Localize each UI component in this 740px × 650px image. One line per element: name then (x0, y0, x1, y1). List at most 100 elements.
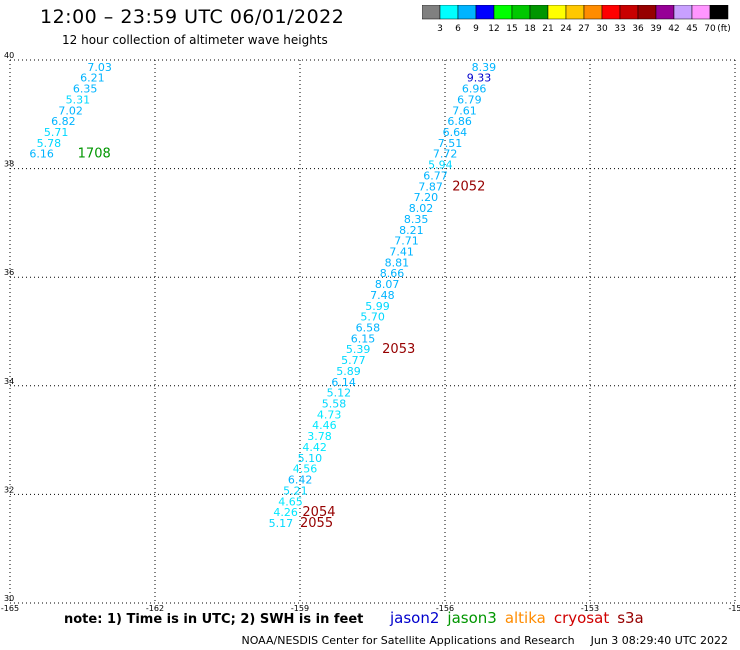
wave-height-point: 4.65 (278, 495, 303, 508)
units-note: note: 1) Time is in UTC; 2) SWH is in fe… (64, 612, 364, 627)
wave-height-point: 5.94 (428, 159, 453, 172)
wave-height-point: 4.42 (302, 441, 327, 454)
wave-height-point: 6.64 (443, 126, 468, 139)
wave-height-point: 7.02 (58, 104, 82, 117)
wave-height-point: 8.35 (404, 213, 429, 226)
wave-height-point: 6.21 (80, 72, 105, 85)
wave-height-point: 6.42 (288, 474, 313, 487)
wave-height-point: 7.71 (394, 235, 419, 248)
y-tick-label: 30 (4, 594, 14, 603)
wave-height-point: 6.86 (447, 115, 472, 128)
wave-height-point: 8.39 (472, 61, 497, 74)
wave-height-point: 7.87 (418, 180, 443, 193)
wave-height-point: 7.72 (433, 148, 458, 161)
colorbar-label: 15 (506, 24, 517, 34)
wave-height-point: 8.07 (375, 278, 400, 291)
wave-height-point: 8.81 (385, 256, 410, 269)
x-tick-label: -15 (728, 604, 740, 613)
colorbar-label: 6 (455, 24, 461, 34)
satellite-legend: jason2 jason3 altika cryosat s3a (390, 609, 652, 627)
y-tick-label: 36 (4, 268, 14, 277)
colorbar-label: 24 (560, 24, 572, 34)
wave-height-point: 6.96 (462, 83, 487, 96)
wave-height-colorbar: 3 6 9 12 15 18 21 24 27 30 33 36 39 42 45 70 (ft) (422, 5, 731, 34)
wave-height-point: 7.61 (452, 104, 477, 117)
pass-time-label: 2054 (302, 505, 335, 520)
wave-height-point: 5.71 (44, 126, 68, 139)
wave-height-point: 9.33 (467, 72, 492, 85)
wave-height-point: 8.02 (409, 202, 434, 215)
wave-height-point: 6.82 (51, 115, 75, 128)
wave-height-point: 6.77 (423, 169, 448, 182)
pass-time-label: 1708 (78, 147, 111, 162)
wave-height-point: 7.03 (87, 61, 112, 74)
wave-height-point: 5.31 (66, 93, 91, 106)
grid (9, 59, 736, 604)
y-tick-label: 38 (4, 160, 14, 169)
wave-height-point: 5.78 (37, 137, 62, 150)
pass-time-label: 2052 (452, 179, 485, 194)
wave-height-point: 3.78 (307, 430, 332, 443)
chart-subtitle: 12 hour collection of altimeter wave hei… (62, 33, 328, 47)
wave-height-point: 4.26 (273, 506, 298, 519)
wave-height-point: 6.79 (457, 93, 482, 106)
wave-height-point: 6.35 (73, 83, 98, 96)
wave-height-point: 5.99 (365, 300, 390, 313)
chart-title: 12:00 – 23:59 UTC 06/01/2022 (40, 6, 345, 28)
wave-height-point: 5.58 (322, 398, 347, 411)
wave-height-point: 7.20 (414, 191, 439, 204)
wave-height-point: 5.77 (341, 354, 366, 367)
wave-height-point: 6.16 (29, 148, 54, 161)
colorbar-label: 9 (473, 24, 479, 34)
wave-height-point: 5.10 (298, 452, 323, 465)
colorbar-label: 30 (596, 24, 608, 34)
legend-s3a: s3a (617, 609, 644, 627)
colorbar-label: 3 (437, 24, 443, 34)
colorbar-swatch (709, 5, 729, 20)
wave-height-point: 5.17 (269, 517, 294, 530)
x-tick-label: -159 (291, 604, 309, 613)
wave-height-point: 8.21 (399, 224, 424, 237)
footer: NOAA/NESDIS Center for Satellite Applica… (0, 634, 728, 647)
wave-height-point: 5.89 (336, 365, 361, 378)
wave-height-point: 5.70 (360, 311, 385, 324)
colorbar-unit: (ft) (717, 24, 731, 34)
footer-timestamp: Jun 3 08:29:40 UTC 2022 (590, 634, 728, 647)
pass-time-label: 2055 (300, 516, 333, 531)
wave-height-point: 6.15 (351, 332, 376, 345)
x-tick-label: -165 (1, 604, 19, 613)
colorbar-label: 36 (632, 24, 644, 34)
wave-height-point: 6.14 (331, 376, 356, 389)
legend-cryosat: cryosat (553, 609, 610, 627)
x-tick-label: -153 (581, 604, 599, 613)
wave-height-point: 7.51 (438, 137, 463, 150)
x-tick-label: -156 (436, 604, 454, 613)
wave-height-point: 4.73 (317, 408, 342, 421)
wave-height-point: 7.41 (389, 245, 414, 258)
legend-altika: altika (504, 609, 546, 627)
wave-height-point: 7.48 (370, 289, 395, 302)
wave-height-point: 5.21 (283, 484, 308, 497)
colorbar-label: 21 (542, 24, 553, 34)
pass-time-label: 2053 (382, 342, 415, 357)
wave-height-point: 4.56 (293, 463, 318, 476)
wave-height-point: 4.46 (312, 419, 337, 432)
colorbar-label: 12 (488, 24, 499, 34)
colorbar-label: 70 (704, 24, 716, 34)
legend-jason2: jason2 (390, 609, 440, 627)
x-tick-label: -162 (146, 604, 164, 613)
colorbar-label: 27 (578, 24, 589, 34)
wave-height-point: 5.39 (346, 343, 371, 356)
wave-height-point: 6.58 (356, 322, 381, 335)
y-tick-label: 40 (4, 51, 14, 60)
colorbar-label: 18 (524, 24, 536, 34)
colorbar-label: 33 (614, 24, 625, 34)
colorbar-label: 39 (650, 24, 662, 34)
wave-height-point: 8.66 (380, 267, 405, 280)
footer-source: NOAA/NESDIS Center for Satellite Applica… (241, 634, 575, 647)
colorbar-label: 45 (686, 24, 697, 34)
y-tick-label: 32 (4, 485, 14, 494)
legend-jason3: jason3 (447, 609, 497, 627)
y-tick-label: 34 (4, 377, 14, 386)
